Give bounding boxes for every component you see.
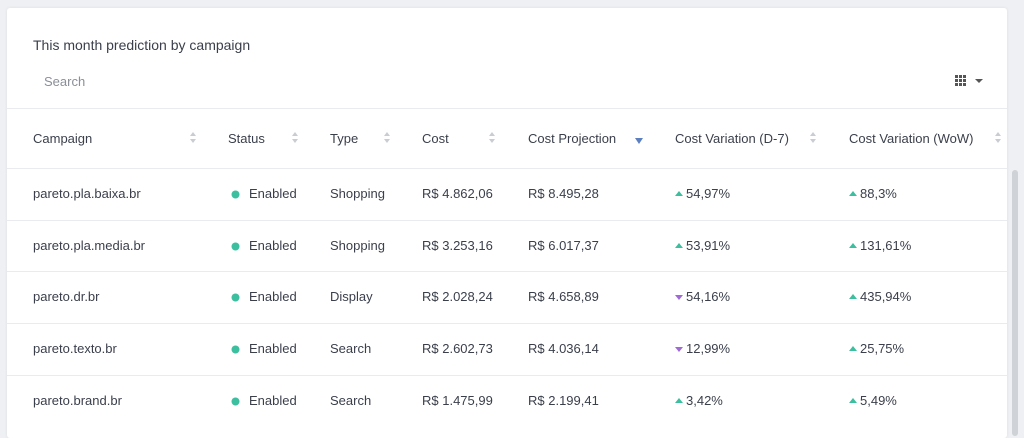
trend-arrow [675, 242, 683, 250]
sort-icon [809, 131, 817, 145]
divider [7, 108, 1007, 109]
table-cell: Search [330, 341, 372, 357]
table-cell: 88,3% [860, 186, 897, 201]
status-dot [231, 345, 240, 354]
campaign-name: pareto.brand.br [33, 392, 122, 408]
sort-icon [383, 131, 391, 145]
table-cell: Display [330, 289, 373, 305]
column-header[interactable]: Campaign [33, 131, 93, 146]
column-header[interactable]: Cost [422, 131, 449, 146]
trend-arrow [675, 190, 683, 198]
divider [7, 168, 1007, 169]
status-dot [231, 397, 240, 406]
table-cell: 53,91% [686, 237, 731, 253]
campaign-name: pareto.pla.media.br [33, 237, 146, 253]
trend-arrow [849, 345, 857, 353]
table-cell: R$ 4.658,89 [528, 289, 599, 305]
trend-arrow [849, 242, 857, 250]
table-cell: Enabled [249, 186, 297, 201]
table-cell: 5,49% [860, 392, 897, 408]
sort-icon [994, 131, 1002, 145]
table-cell: Search [330, 392, 372, 408]
trend-arrow [675, 293, 683, 301]
table-cell: R$ 1.475,99 [422, 392, 493, 408]
page: This month prediction by campaign Campai… [7, 8, 1018, 438]
sort-icon [291, 131, 299, 145]
table-cell: R$ 6.017,37 [528, 237, 599, 253]
campaign-name: pareto.pla.baixa.br [33, 186, 141, 201]
table-cell: 3,42% [686, 392, 723, 408]
status-dot [231, 190, 240, 199]
table-cell: 435,94% [860, 289, 912, 305]
table-cell: Enabled [249, 237, 297, 253]
row-divider [7, 271, 1007, 273]
table-cell: R$ 2.199,41 [528, 392, 599, 408]
sort-icon [189, 131, 197, 145]
row-divider [7, 323, 1007, 325]
table-cell: 54,97% [686, 186, 731, 201]
column-header[interactable]: Status [228, 131, 265, 146]
column-menu[interactable] [953, 73, 987, 87]
trend-arrow [849, 190, 857, 198]
sort-icon [635, 138, 643, 152]
row-divider [7, 219, 1007, 221]
table-cell: Enabled [249, 392, 297, 408]
table-cell: 131,61% [860, 237, 912, 253]
card-title: This month prediction by campaign [33, 37, 251, 53]
column-header[interactable]: Cost Projection [528, 131, 617, 146]
table-cell: R$ 3.253,16 [422, 237, 493, 253]
table-cell: R$ 4.862,06 [422, 186, 493, 201]
campaign-name: pareto.dr.br [33, 289, 100, 305]
status-dot [231, 242, 240, 251]
table-cell: R$ 8.495,28 [528, 186, 599, 201]
trend-arrow [675, 345, 683, 353]
table-cell: Enabled [249, 289, 297, 305]
table-cell: 54,16% [686, 289, 731, 305]
scrollbar[interactable] [1012, 170, 1018, 436]
table-cell: 25,75% [860, 341, 905, 357]
sort-icon [488, 131, 496, 145]
trend-arrow [849, 293, 857, 301]
column-header[interactable]: Cost Variation (D-7) [675, 131, 789, 146]
trend-arrow [675, 397, 683, 405]
row-divider [7, 374, 1007, 376]
column-header[interactable]: Type [330, 131, 359, 146]
table-cell: R$ 4.036,14 [528, 341, 599, 357]
table-cell: Shopping [330, 237, 385, 253]
table-cell: R$ 2.028,24 [422, 289, 493, 305]
card: This month prediction by campaign Campai… [7, 8, 1018, 438]
table-cell: Enabled [249, 341, 297, 357]
search-input[interactable] [44, 74, 344, 89]
column-header[interactable]: Cost Variation (WoW) [849, 131, 974, 146]
status-dot [231, 293, 240, 302]
table-cell: 12,99% [686, 341, 731, 357]
trend-arrow [849, 397, 857, 405]
table-cell: R$ 2.602,73 [422, 341, 493, 357]
campaign-name: pareto.texto.br [33, 341, 117, 357]
table-cell: Shopping [330, 186, 385, 201]
